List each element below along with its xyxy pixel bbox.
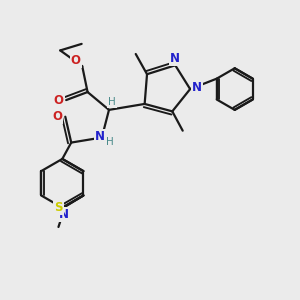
Text: N: N: [95, 130, 105, 142]
Text: O: O: [54, 94, 64, 106]
Text: S: S: [54, 201, 63, 214]
Text: O: O: [52, 110, 62, 123]
Text: N: N: [192, 81, 202, 94]
Text: H: H: [106, 137, 114, 147]
Text: O: O: [71, 54, 81, 67]
Text: N: N: [59, 208, 69, 221]
Text: H: H: [108, 98, 116, 107]
Text: N: N: [170, 52, 180, 65]
